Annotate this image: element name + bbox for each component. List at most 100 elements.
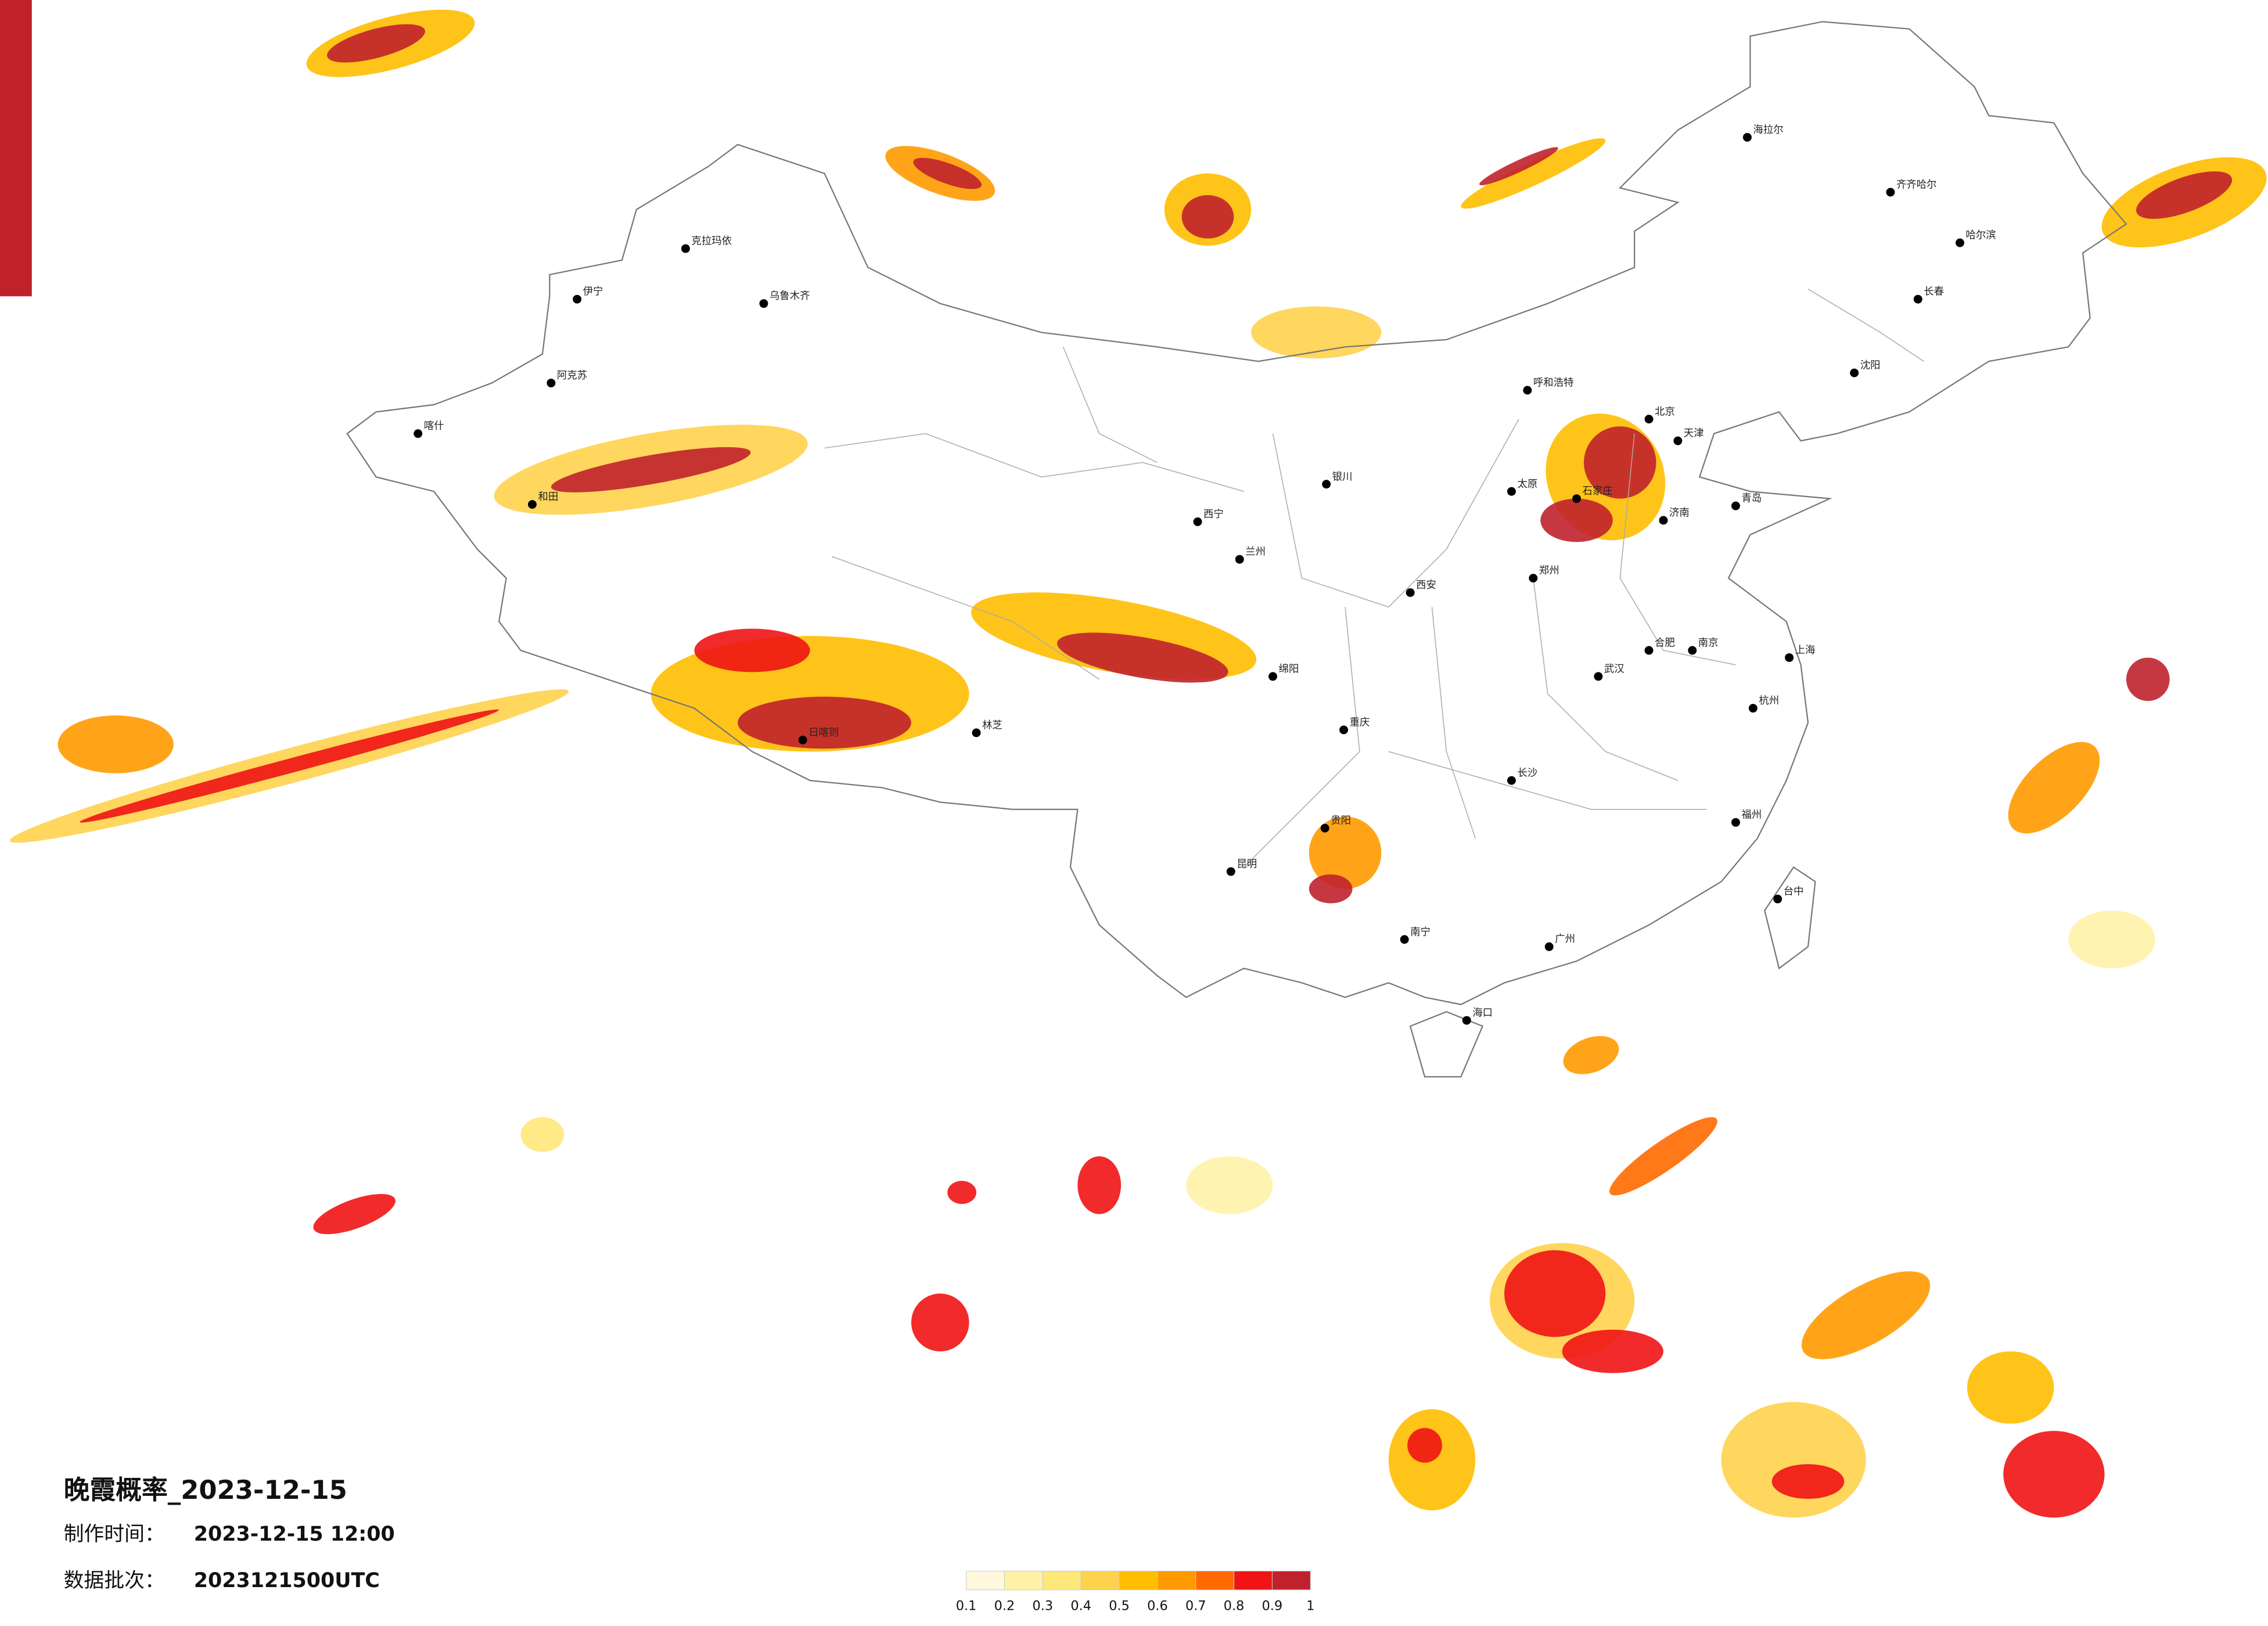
- colorbar-tick-label: 0.7: [1185, 1599, 1206, 1614]
- field-patch: [1801, 1271, 1931, 1359]
- city-label: 西安: [1416, 580, 1436, 591]
- city-dot: [1507, 487, 1516, 496]
- colorbar-tick-label: 0.3: [1033, 1599, 1054, 1614]
- city-label: 哈尔滨: [1965, 230, 1996, 242]
- field-patch: [2003, 1431, 2105, 1518]
- field-patch: [2126, 657, 2170, 702]
- colorbar-swatch: [1234, 1570, 1273, 1591]
- colorbar-tick-label: 0.2: [994, 1599, 1015, 1614]
- field-patch: [1584, 426, 1656, 499]
- city-label: 长春: [1924, 286, 1944, 298]
- field-patch: [1309, 874, 1353, 904]
- field-patch: [1967, 1351, 2054, 1424]
- batch: 2023121500UTC: [194, 1569, 380, 1592]
- production-time: 2023-12-15 12:00: [194, 1523, 395, 1546]
- city-label: 克拉玛依: [691, 236, 732, 247]
- city-dot: [1850, 368, 1859, 377]
- city-label: 郑州: [1539, 565, 1559, 577]
- batch-label: 数据批次：: [64, 1569, 165, 1592]
- colorbar-tick-label: 0.9: [1262, 1599, 1283, 1614]
- city-label: 广州: [1555, 934, 1575, 945]
- city-dot: [1688, 646, 1697, 655]
- city-dot: [1886, 188, 1895, 197]
- field-patch: [1461, 138, 1606, 209]
- city-dot: [1773, 894, 1782, 904]
- city-label: 南京: [1698, 638, 1719, 649]
- city-label: 台中: [1784, 886, 1804, 898]
- city-dot: [1529, 574, 1538, 583]
- city-dot: [1235, 555, 1244, 564]
- city-dot: [1523, 386, 1532, 395]
- field-patch: [1251, 306, 1382, 359]
- city-dot: [1268, 672, 1278, 681]
- field-patch: [551, 447, 751, 492]
- taiwan-border: [1764, 866, 1816, 970]
- city-dot: [1731, 818, 1740, 827]
- field-patch: [2008, 742, 2100, 834]
- city-dot: [1644, 415, 1654, 424]
- field-patch: [1504, 1250, 1606, 1337]
- city-label: 和田: [538, 491, 558, 503]
- city-dot: [573, 294, 582, 304]
- field-patch: [1540, 498, 1613, 542]
- field-patch: [913, 157, 982, 189]
- field-patch: [1721, 1402, 1866, 1518]
- city-label: 合肥: [1655, 638, 1675, 649]
- field-patch: [2136, 171, 2233, 219]
- city-dot: [1400, 935, 1409, 944]
- field-patch: [2068, 911, 2155, 969]
- field-patch: [1309, 816, 1382, 889]
- colorbar-tick-label: 0.4: [1070, 1599, 1091, 1614]
- colorbar-swatch: [1042, 1570, 1081, 1591]
- city-label: 长沙: [1517, 768, 1537, 779]
- city-dot: [1544, 942, 1554, 951]
- city-label: 银川: [1332, 471, 1353, 483]
- city-label: 南宁: [1410, 926, 1430, 938]
- field-patch: [947, 1181, 977, 1204]
- city-label: 杭州: [1759, 695, 1779, 707]
- probability-field: [0, 0, 2267, 1518]
- city-dot: [1462, 1016, 1471, 1025]
- city-dot: [1956, 238, 1965, 247]
- city-label: 阿克苏: [557, 370, 587, 382]
- field-patch: [738, 696, 911, 749]
- city-label: 呼和浩特: [1533, 377, 1574, 389]
- city-label: 西宁: [1203, 509, 1224, 520]
- city-label: 乌鲁木齐: [770, 290, 810, 302]
- city-dot: [1731, 501, 1740, 510]
- colorbar-swatch: [1195, 1570, 1235, 1591]
- city-dot: [1322, 480, 1331, 489]
- city-label: 武汉: [1604, 663, 1624, 675]
- field-patch: [327, 24, 425, 63]
- city-label: 济南: [1669, 508, 1690, 519]
- city-dot: [759, 299, 768, 308]
- city-label: 日喀则: [808, 727, 839, 739]
- field-patch: [1181, 195, 1234, 239]
- colorbar-swatch: [1271, 1570, 1311, 1591]
- mainland-border: [346, 21, 2127, 1005]
- city-dot: [1785, 653, 1794, 662]
- city-dot: [1320, 823, 1329, 833]
- city-dot: [414, 429, 423, 438]
- city-label: 绵阳: [1279, 663, 1299, 675]
- city-label: 海口: [1472, 1008, 1493, 1019]
- city-label: 伊宁: [583, 286, 603, 298]
- city-label: 贵阳: [1331, 815, 1351, 827]
- city-label: 林芝: [982, 720, 1002, 731]
- city-dot: [1659, 516, 1668, 525]
- field-patch: [313, 1194, 396, 1235]
- colorbar-tick-label: 0.6: [1147, 1599, 1168, 1614]
- city-dot: [1913, 294, 1922, 304]
- city-label: 海拉尔: [1753, 124, 1783, 136]
- field-patch: [1771, 1464, 1845, 1499]
- city-label: 兰州: [1245, 546, 1266, 558]
- city-dot: [1193, 517, 1202, 526]
- city-dot: [528, 500, 537, 509]
- city-label: 福州: [1741, 810, 1762, 821]
- colorbar-swatch: [966, 1570, 1005, 1591]
- map-title: 晚霞概率_2023-12-15: [64, 1474, 347, 1505]
- city-dot: [1226, 867, 1235, 876]
